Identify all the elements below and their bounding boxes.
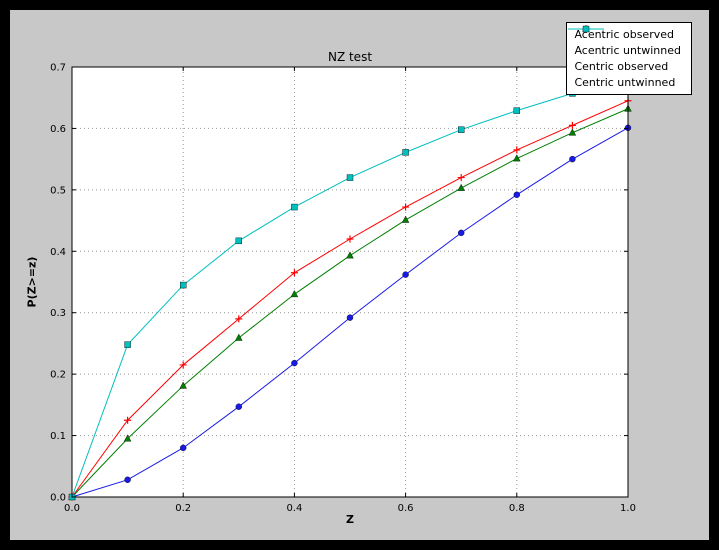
data-point-marker	[402, 149, 409, 156]
data-point-marker	[402, 203, 410, 211]
y-axis-label: P(Z>=z)	[25, 256, 39, 308]
data-point-marker	[402, 271, 409, 278]
data-point-marker	[346, 235, 354, 243]
data-point-marker	[235, 315, 243, 323]
plot-area	[72, 67, 628, 497]
y-tick-label: 0.1	[50, 431, 66, 442]
legend-item: Acentric untwinned	[568, 24, 681, 57]
legend-label: Centric untwinned	[574, 76, 676, 89]
y-tick-label: 0.6	[50, 124, 66, 135]
data-point-marker	[179, 361, 187, 369]
series-acentric-observed	[68, 124, 632, 501]
data-point-marker	[568, 128, 577, 136]
data-point-marker	[513, 107, 520, 114]
data-point-marker	[290, 269, 298, 277]
data-point-marker	[124, 341, 131, 348]
x-tick-label: 0.2	[175, 503, 191, 514]
x-tick-label: 0.4	[286, 503, 302, 514]
legend: Acentric observed Acentric untwinned Centr…	[566, 22, 692, 95]
legend-label: Acentric observed	[574, 28, 674, 41]
y-tick-label: 0.2	[50, 370, 66, 381]
data-point-marker	[458, 126, 465, 133]
data-point-marker	[458, 229, 465, 237]
data-point-marker	[457, 174, 465, 182]
legend-label: Acentric untwinned	[574, 44, 681, 57]
x-tick-label: 0.8	[509, 503, 525, 514]
figure: 0.0 0.2 0.4 0.6 0.8 1.0 0.0 0.1 0.2 0.3 0.4 0.5 0.6 0…	[10, 10, 709, 540]
axes-frame	[71, 66, 629, 498]
x-tick-label: 1.0	[620, 503, 636, 514]
data-point-marker	[513, 191, 520, 198]
x-tick-label: 0.6	[398, 503, 414, 514]
data-point-marker	[179, 381, 187, 389]
chart-title: NZ test	[327, 50, 373, 64]
y-tick-label: 0.5	[50, 185, 66, 196]
data-point-marker	[179, 444, 187, 452]
data-point-marker	[513, 154, 521, 162]
data-point-marker	[569, 155, 576, 163]
data-point-marker	[290, 290, 299, 298]
data-point-marker	[179, 281, 187, 289]
y-tick-label: 0.4	[50, 247, 66, 258]
data-point-marker	[346, 251, 354, 259]
x-tick-label: 0.0	[64, 503, 80, 514]
data-point-marker	[235, 237, 243, 245]
data-point-marker	[124, 476, 131, 483]
data-point-marker	[457, 183, 465, 191]
legend-line-sample	[568, 25, 605, 33]
data-point-marker	[346, 174, 354, 181]
data-point-marker	[235, 403, 243, 410]
y-tick-label: 0.0	[50, 493, 66, 504]
plot-svg: 0.0 0.2 0.4 0.6 0.8 1.0 0.0 0.1 0.2 0.3 0.4 0.5 0.6 0…	[50, 63, 636, 515]
data-point-marker	[235, 333, 243, 341]
data-point-marker	[401, 215, 410, 223]
data-point-marker	[513, 146, 521, 154]
legend-label: Centric observed	[574, 60, 669, 73]
data-point-marker	[346, 314, 354, 321]
y-tick-label: 0.3	[50, 308, 66, 319]
data-point-marker	[124, 416, 132, 424]
legend-item: Centric observed	[568, 25, 681, 73]
x-axis-label: Z	[346, 513, 354, 526]
data-point-marker	[291, 359, 298, 367]
y-tick-label: 0.7	[50, 63, 66, 74]
data-point-marker	[291, 203, 298, 211]
data-point-marker	[123, 434, 132, 442]
legend-item: Centric untwinned	[568, 25, 681, 89]
data-point-marker	[568, 121, 576, 129]
data-point-marker	[583, 25, 590, 33]
